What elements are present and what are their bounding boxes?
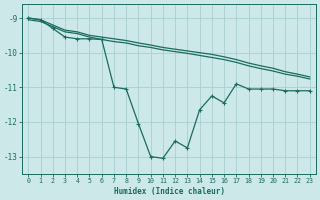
X-axis label: Humidex (Indice chaleur): Humidex (Indice chaleur) bbox=[114, 187, 225, 196]
